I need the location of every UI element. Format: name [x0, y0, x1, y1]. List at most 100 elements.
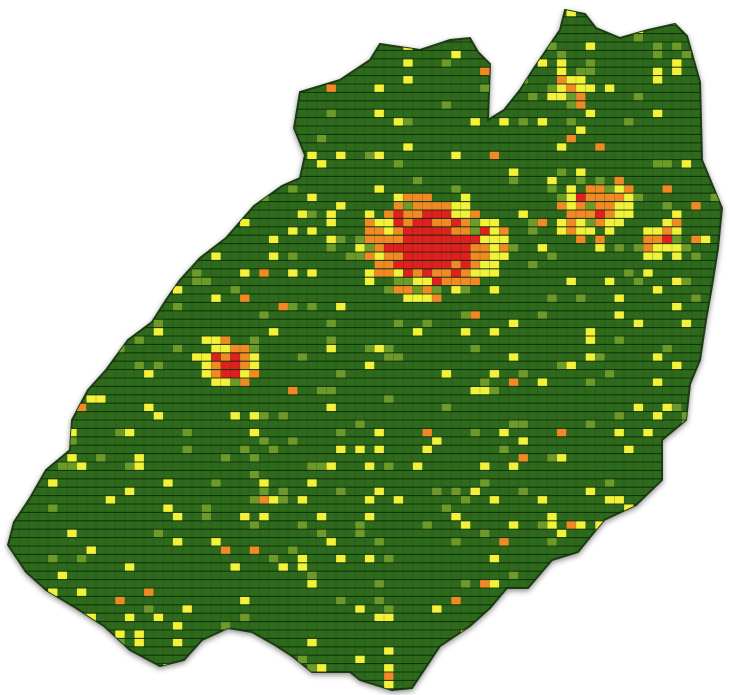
grid-cell [681, 411, 692, 420]
grid-cell [412, 277, 423, 286]
grid-cell [681, 319, 692, 328]
grid-cell [384, 218, 394, 227]
grid-cell [432, 436, 442, 446]
grid-cell [67, 453, 77, 462]
grid-cell [470, 386, 480, 395]
grid-cell [9, 67, 20, 76]
grid-cell [297, 655, 308, 664]
grid-cell [652, 252, 663, 261]
grid-cell [249, 369, 260, 378]
grid-cell [489, 243, 500, 252]
grid-cell [393, 210, 404, 219]
grid-cell [384, 680, 394, 689]
grid-cell [336, 428, 346, 437]
grid-cell [220, 352, 231, 362]
grid-cell [211, 84, 221, 93]
grid-cell [432, 260, 442, 269]
grid-cell [8, 109, 10, 118]
grid-cell [604, 604, 615, 614]
grid-cell [441, 226, 452, 236]
grid-cell [259, 512, 269, 521]
grid-cell [192, 663, 202, 672]
grid-cell [230, 285, 240, 294]
grid-cell [624, 184, 634, 194]
grid-cell [672, 218, 682, 227]
grid-cell [211, 537, 221, 546]
grid-cell [595, 672, 605, 681]
grid-cell [240, 512, 250, 521]
grid-cell [460, 226, 471, 236]
grid-cell [480, 218, 490, 227]
grid-cell [547, 176, 557, 185]
grid-cell [518, 487, 528, 496]
grid-cell [720, 151, 722, 160]
grid-cell [451, 218, 461, 227]
grid-cell [720, 604, 722, 614]
grid-cell [604, 663, 615, 672]
grid-cell [364, 235, 375, 244]
grid-cell [451, 285, 461, 294]
grid-cell [422, 235, 432, 244]
grid-cell [153, 361, 164, 370]
grid-cell [374, 537, 384, 546]
grid-cell [172, 142, 183, 152]
grid-cell [336, 554, 346, 563]
grid-cell [393, 252, 404, 261]
grid-cell [288, 688, 298, 690]
grid-cell [499, 226, 509, 236]
grid-cell [662, 243, 672, 252]
grid-cell [19, 310, 29, 320]
grid-cell [153, 411, 164, 420]
grid-cell [576, 75, 586, 84]
grid-cell [691, 394, 701, 404]
grid-cell [604, 184, 615, 194]
grid-cell [681, 50, 692, 59]
grid-cell [211, 361, 221, 370]
grid-cell [576, 100, 586, 110]
grid-cell [268, 92, 279, 101]
grid-cell [720, 134, 722, 143]
grid-cell [220, 344, 231, 353]
grid-cell [422, 520, 432, 530]
grid-cell [384, 260, 394, 269]
grid-cell [643, 646, 653, 656]
grid-cell [192, 134, 202, 143]
grid-cell [355, 520, 365, 530]
grid-cell [681, 277, 692, 286]
grid-cell [652, 109, 663, 118]
grid-cell [720, 260, 722, 269]
grid-cell [115, 596, 125, 605]
grid-cell [585, 420, 596, 429]
grid-cell [403, 294, 413, 303]
grid-cell [470, 260, 480, 269]
grid-cell [144, 403, 154, 412]
grid-cell [508, 462, 519, 471]
grid-cell [480, 252, 490, 261]
grid-cell [576, 193, 586, 202]
grid-cell [652, 604, 663, 614]
grid-cell [604, 84, 615, 93]
grid-cell [595, 210, 605, 219]
grid-cell [624, 504, 634, 513]
grid-cell [336, 58, 346, 68]
grid-cell [76, 126, 87, 135]
grid-cell [547, 520, 557, 530]
grid-cell [528, 218, 538, 227]
grid-cell [585, 184, 596, 194]
grid-cell [432, 604, 442, 614]
grid-cell [585, 42, 596, 51]
grid-cell [19, 201, 29, 210]
grid-cell [633, 92, 644, 101]
grid-cell [393, 193, 404, 202]
grid-cell [364, 512, 375, 521]
grid-cell [441, 235, 452, 244]
grid-cell [614, 210, 624, 219]
grid-cell [220, 378, 231, 387]
grid-cell [57, 235, 68, 244]
grid-cell [595, 201, 605, 210]
grid-cell [604, 226, 615, 236]
grid-cell [451, 210, 461, 219]
grid-cell [374, 579, 384, 588]
grid-cell [211, 50, 221, 59]
grid-cell [489, 252, 500, 261]
